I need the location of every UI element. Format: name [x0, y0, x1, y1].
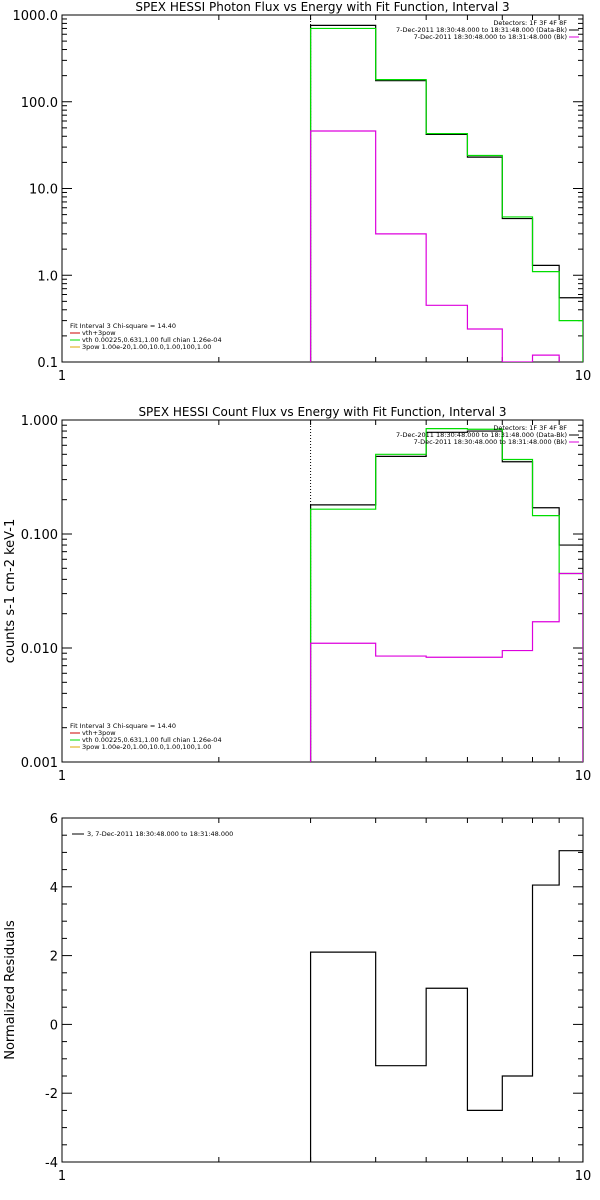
legend-entry: Detectors: 1F 3F 4F 8F	[493, 424, 567, 432]
legend-entry: Fit Interval 3 Chi-square = 14.40	[70, 722, 176, 730]
series-3-step-line	[309, 130, 560, 362]
legend-entry: 3pow 1.00e-20,1.00,10.0,1.00,100,1.00	[82, 743, 211, 751]
chart-title: SPEX HESSI Count Flux vs Energy with Fit…	[138, 405, 506, 419]
y-tick-label: 0.010	[21, 642, 58, 657]
chart-title: SPEX HESSI Photon Flux vs Energy with Fi…	[135, 0, 509, 14]
y-tick-label: 1.000	[21, 414, 58, 429]
y-tick-label: 0.100	[21, 528, 58, 543]
legend-entry: 3, 7-Dec-2011 18:30:48.000 to 18:31:48.0…	[87, 830, 233, 838]
x-tick-label: 10	[575, 1169, 592, 1184]
legend-entry: vth 0.00225,0.631,1.00 full chian 1.26e-…	[82, 736, 222, 744]
y-axis-label: Normalized Residuals	[3, 920, 18, 1060]
legend-entry: vth+3pow	[82, 329, 116, 337]
y-tick-label: 2	[50, 950, 58, 965]
chart-panel-1: SPEX HESSI Photon Flux vs Energy with Fi…	[13, 0, 592, 384]
legend-entry: 7-Dec-2011 18:30:48.000 to 18:31:48.000 …	[396, 431, 567, 439]
series-1-step-line	[309, 430, 583, 762]
legend-entry: Detectors: 1F 3F 4F 8F	[493, 19, 567, 27]
legend-entry: 7-Dec-2011 18:30:48.000 to 18:31:48.000 …	[414, 33, 567, 41]
x-tick-label: 10	[575, 369, 592, 384]
legend-entry: 7-Dec-2011 18:30:48.000 to 18:31:48.000 …	[414, 438, 567, 446]
y-tick-label: 10.0	[29, 183, 58, 198]
plot-frame	[61, 419, 584, 763]
y-tick-label: 100.0	[21, 96, 58, 111]
y-tick-label: 1000.0	[13, 9, 59, 24]
series-2-step-line	[309, 428, 583, 762]
y-tick-label: 6	[50, 812, 58, 827]
y-axis-label: counts s-1 cm-2 keV-1	[3, 519, 18, 664]
legend-entry: 7-Dec-2011 18:30:48.000 to 18:31:48.000 …	[396, 26, 567, 34]
series-2-step-line	[309, 27, 583, 362]
x-tick-label: 1	[58, 769, 66, 784]
y-tick-label: -4	[45, 1156, 58, 1171]
y-tick-label: 0.001	[21, 756, 58, 771]
y-tick-label: 0	[50, 1018, 58, 1033]
y-tick-label: -2	[45, 1087, 58, 1102]
x-tick-label: 1	[58, 1169, 66, 1184]
plot-frame	[61, 817, 584, 1163]
series-3-step-line	[309, 572, 583, 762]
y-tick-label: 1.0	[37, 269, 58, 284]
x-tick-label: 1	[58, 369, 66, 384]
y-tick-label: 0.1	[37, 356, 58, 371]
chart-panel-2: SPEX HESSI Count Flux vs Energy with Fit…	[3, 405, 591, 784]
plot-frame	[61, 14, 584, 363]
legend-entry: vth+3pow	[82, 729, 116, 737]
series-1-step-line	[309, 850, 583, 1162]
series-1-step-line	[309, 24, 583, 362]
plot-area	[309, 420, 583, 762]
legend-entry: Fit Interval 3 Chi-square = 14.40	[70, 322, 176, 330]
legend-entry: vth 0.00225,0.631,1.00 full chian 1.26e-…	[82, 336, 222, 344]
plot-area	[309, 15, 583, 362]
plot-area	[309, 850, 583, 1162]
chart-panel-3: 1 10 -4 -2 0 2 4 6 Normalized Residuals 3, 7-Dec-…	[3, 812, 591, 1184]
y-tick-label: 4	[50, 881, 58, 896]
x-tick-label: 10	[575, 769, 592, 784]
legend-entry: 3pow 1.00e-20,1.00,10.0,1.00,100,1.00	[82, 343, 211, 351]
